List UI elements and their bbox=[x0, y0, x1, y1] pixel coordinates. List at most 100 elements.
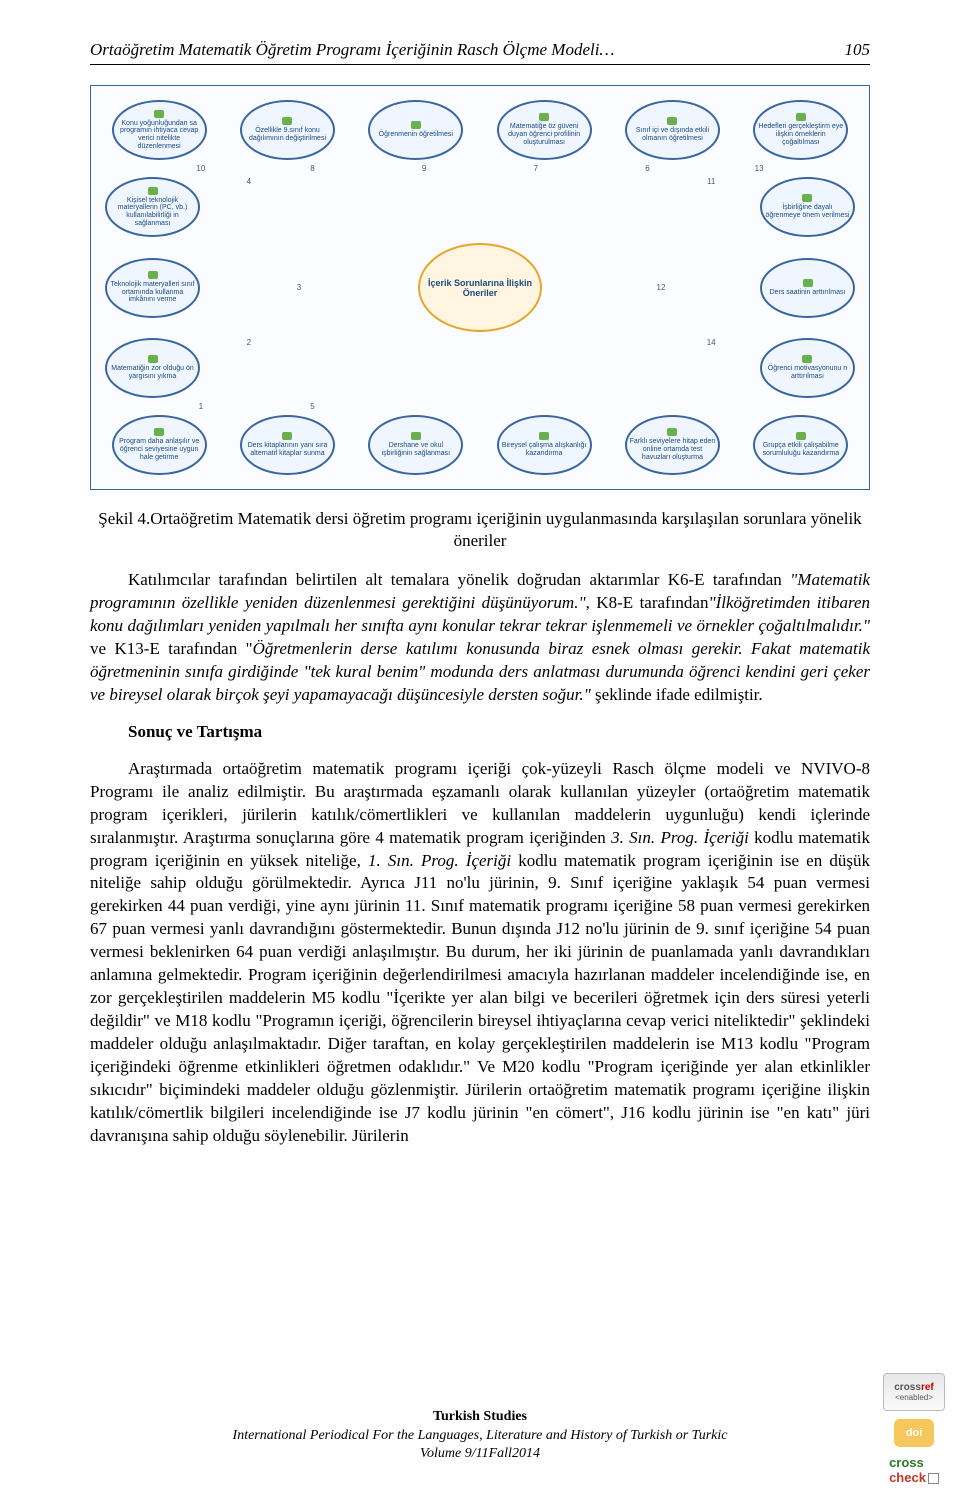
node-icon bbox=[282, 432, 292, 440]
node-label: Kişisel teknolojik materyallerin (PC, vb… bbox=[109, 197, 196, 228]
edge-number: 9 bbox=[419, 164, 429, 173]
diagram-node: İşbirliğine dayalı öğrenmeye önem verilm… bbox=[760, 177, 855, 237]
figure-caption: Şekil 4.Ortaöğretim Matematik dersi öğre… bbox=[90, 508, 870, 552]
node-icon bbox=[148, 187, 158, 195]
diagram-node: Matematiğe öz güveni duyan öğrenci profi… bbox=[497, 100, 592, 160]
footer-subtitle: International Periodical For the Languag… bbox=[90, 1427, 870, 1445]
crosscheck-badge: cross check bbox=[889, 1455, 939, 1485]
body-text: ve K13-E tarafından " bbox=[90, 639, 253, 658]
diagram-node: Kişisel teknolojik materyallerin (PC, vb… bbox=[105, 177, 200, 237]
edge-number: 10 bbox=[196, 164, 206, 173]
edge-number: 7 bbox=[531, 164, 541, 173]
edge-number: 8 bbox=[307, 164, 317, 173]
edge-numbers: 1 5 bbox=[95, 402, 865, 411]
diagram-center-row: Teknolojik materyalleri sınıf ortamında … bbox=[95, 243, 865, 332]
node-icon bbox=[148, 355, 158, 363]
node-label: Matematiğin zor olduğu ön yargısını yıkm… bbox=[109, 365, 196, 380]
edge-number: 12 bbox=[656, 283, 666, 292]
edge-numbers: 10 8 9 7 6 13 bbox=[95, 164, 865, 173]
node-icon bbox=[796, 432, 806, 440]
diagram-node: Öğrenci motivasyonunu n arttırılması bbox=[760, 338, 855, 398]
concept-map-diagram: Konu yoğunluğundan sa programın ihtiyaca… bbox=[90, 85, 870, 490]
crosscheck-cross: cross bbox=[889, 1455, 924, 1470]
edge-number: 3 bbox=[294, 283, 304, 292]
node-label: Teknolojik materyalleri sınıf ortamında … bbox=[109, 281, 196, 304]
node-icon bbox=[796, 113, 806, 121]
header-title: Ortaöğretim Matematik Öğretim Programı İ… bbox=[90, 40, 615, 60]
node-icon bbox=[154, 110, 164, 118]
crossref-label: crossref bbox=[894, 1382, 933, 1393]
diagram-node: Bireysel çalışma alışkanlığı kazandırma bbox=[497, 415, 592, 475]
diagram-node: Özellikle 9.sınıf konu dağılımının değiş… bbox=[240, 100, 335, 160]
crossref-enabled-text: <enabled> bbox=[895, 1393, 933, 1402]
edge-number: 6 bbox=[642, 164, 652, 173]
check-icon bbox=[928, 1473, 939, 1484]
doi-text: doi bbox=[906, 1427, 923, 1439]
node-label: Grupça etkili çalışabilme sorumluluğu ka… bbox=[757, 442, 844, 457]
diagram-node: Ders saatinin arttırılması bbox=[760, 258, 855, 318]
diagram-bottom-row: Program daha anlaşılır ve öğrenci seviye… bbox=[95, 415, 865, 475]
doi-badge: doi bbox=[894, 1419, 934, 1447]
node-icon bbox=[667, 428, 677, 436]
italic-term: 1. Sın. Prog. İçeriği bbox=[368, 851, 511, 870]
crosscheck-check: check bbox=[889, 1470, 926, 1485]
node-icon bbox=[539, 113, 549, 121]
body-text: Katılımcılar tarafından belirtilen alt t… bbox=[128, 570, 790, 589]
node-label: Konu yoğunluğundan sa programın ihtiyaca… bbox=[116, 120, 203, 151]
diagram-node: Program daha anlaşılır ve öğrenci seviye… bbox=[112, 415, 207, 475]
node-label: Ders saatinin arttırılması bbox=[770, 289, 846, 297]
node-label: Hedefleri gerçekleştirm eye ilişkin örne… bbox=[757, 123, 844, 146]
diagram-node: Sınıf içi ve dışında etkili olmanın öğre… bbox=[625, 100, 720, 160]
node-label: Dershane ve okul işbirliğinin sağlanması bbox=[372, 442, 459, 457]
node-label: Matematiğe öz güveni duyan öğrenci profi… bbox=[501, 123, 588, 146]
diagram-node: Teknolojik materyalleri sınıf ortamında … bbox=[105, 258, 200, 318]
diagram-row: Matematiğin zor olduğu ön yargısını yıkm… bbox=[95, 338, 865, 398]
edge-number: 2 bbox=[244, 338, 254, 398]
body-text: kodlu matematik program içeriğinin ise e… bbox=[90, 851, 870, 1145]
node-label: Program daha anlaşılır ve öğrenci seviye… bbox=[116, 438, 203, 461]
node-label: Sınıf içi ve dışında etkili olmanın öğre… bbox=[629, 127, 716, 142]
edge-number: 14 bbox=[706, 338, 716, 398]
publisher-badges: crossref <enabled> doi cross check bbox=[883, 1373, 945, 1485]
node-icon bbox=[282, 117, 292, 125]
node-label: Bireysel çalışma alışkanlığı kazandırma bbox=[501, 442, 588, 457]
diagram-node: Ders kitaplarının yanı sıra alternatif k… bbox=[240, 415, 335, 475]
page-header: Ortaöğretim Matematik Öğretim Programı İ… bbox=[90, 40, 870, 65]
heading-text: Sonuç ve Tartışma bbox=[128, 722, 262, 741]
edge-number: 13 bbox=[754, 164, 764, 173]
node-icon bbox=[411, 121, 421, 129]
node-icon bbox=[539, 432, 549, 440]
diagram-node: Dershane ve okul işbirliğinin sağlanması bbox=[368, 415, 463, 475]
edge-number: 11 bbox=[706, 177, 716, 237]
italic-term: 3. Sın. Prog. İçeriği bbox=[611, 828, 749, 847]
body-text: , K8-E tarafından bbox=[586, 593, 709, 612]
diagram-node: Grupça etkili çalışabilme sorumluluğu ka… bbox=[753, 415, 848, 475]
diagram-row: Kişisel teknolojik materyallerin (PC, vb… bbox=[95, 177, 865, 237]
edge-number bbox=[419, 402, 429, 411]
diagram-node: Matematiğin zor olduğu ön yargısını yıkm… bbox=[105, 338, 200, 398]
node-icon bbox=[148, 271, 158, 279]
center-label: İçerik Sorunlarına İlişkin Öneriler bbox=[420, 278, 540, 298]
body-text: şeklinde ifade edilmiştir. bbox=[591, 685, 763, 704]
node-label: Ders kitaplarının yanı sıra alternatif k… bbox=[244, 442, 331, 457]
diagram-top-row: Konu yoğunluğundan sa programın ihtiyaca… bbox=[95, 100, 865, 160]
edge-number: 5 bbox=[307, 402, 317, 411]
node-icon bbox=[803, 279, 813, 287]
page-number: 105 bbox=[845, 40, 871, 60]
page-footer: Turkish Studies International Periodical… bbox=[90, 1408, 870, 1463]
edge-number bbox=[642, 402, 652, 411]
diagram-center-node: İçerik Sorunlarına İlişkin Öneriler bbox=[418, 243, 542, 332]
diagram-node: Konu yoğunluğundan sa programın ihtiyaca… bbox=[112, 100, 207, 160]
paragraph-2: Araştırmada ortaöğretim matematik progra… bbox=[90, 758, 870, 1148]
edge-number: 1 bbox=[196, 402, 206, 411]
edge-number bbox=[754, 402, 764, 411]
node-label: Öğrenci motivasyonunu n arttırılması bbox=[764, 365, 851, 380]
diagram-node: Hedefleri gerçekleştirm eye ilişkin örne… bbox=[753, 100, 848, 160]
section-heading: Sonuç ve Tartışma bbox=[90, 721, 870, 744]
node-label: Farklı seviyelere hitap eden online orta… bbox=[629, 438, 716, 461]
diagram-node: Öğrenmenin öğretilmesi bbox=[368, 100, 463, 160]
crossref-ref-text: ref bbox=[921, 1382, 934, 1393]
crossref-badge: crossref <enabled> bbox=[883, 1373, 945, 1411]
node-icon bbox=[667, 117, 677, 125]
edge-number: 4 bbox=[244, 177, 254, 237]
